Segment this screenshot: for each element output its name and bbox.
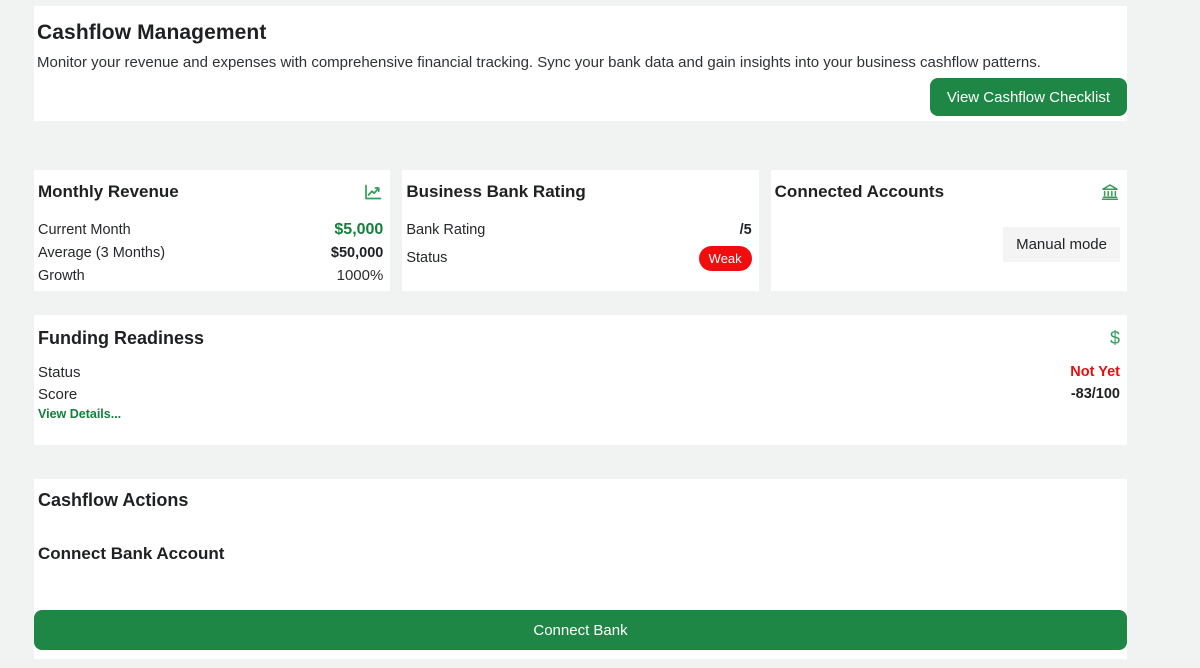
growth-value: 1000% [336,267,384,284]
funding-score-row: Score -83/100 [38,383,1120,405]
funding-status-value: Not Yet [1070,364,1120,380]
funding-status-row: Status Not Yet [38,361,1120,383]
current-month-value: $5,000 [334,220,384,238]
current-month-row: Current Month $5,000 [38,218,383,241]
stat-cards-row: Monthly Revenue Current Month $5,000 Ave… [34,170,1127,291]
header-section: Cashflow Management Monitor your revenue… [34,6,1127,121]
bank-rating-row: Bank Rating /5 [406,218,751,241]
bank-status-badge: Weak [698,245,752,271]
bank-rating-header: Business Bank Rating [406,180,751,204]
connected-accounts-card: Connected Accounts Manual mode [770,170,1127,291]
manual-mode-badge: Manual mode [1003,227,1120,262]
bank-rating-title: Business Bank Rating [406,182,586,201]
bank-rating-card: Business Bank Rating Bank Rating /5 Stat… [402,170,759,291]
monthly-revenue-header: Monthly Revenue [38,180,383,204]
cashflow-actions-section: Cashflow Actions Connect Bank Account Co… [34,479,1127,659]
funding-readiness-header: Funding Readiness $ [38,326,1120,350]
growth-label: Growth [38,267,85,284]
cashflow-page: Cashflow Management Monitor your revenue… [34,6,1127,659]
trending-up-chart-icon [363,182,383,202]
bank-rating-value: /5 [739,221,752,238]
average-value: $50,000 [330,244,384,261]
funding-status-label: Status [38,363,81,381]
funding-score-value: -83/100 [1070,386,1120,402]
page-title: Cashflow Management [37,21,267,44]
monthly-revenue-card: Monthly Revenue Current Month $5,000 Ave… [34,170,391,291]
bank-icon [1100,182,1120,202]
monthly-revenue-body: Current Month $5,000 Average (3 Months) … [38,218,383,287]
monthly-revenue-title: Monthly Revenue [38,182,179,201]
dollar-icon: $ [1109,328,1120,348]
connected-accounts-header: Connected Accounts [775,180,1120,204]
view-cashflow-checklist-button[interactable]: View Cashflow Checklist [929,78,1127,116]
connect-bank-account-heading: Connect Bank Account [38,544,225,563]
page-description: Monitor your revenue and expenses with c… [37,54,1041,71]
current-month-label: Current Month [38,221,131,238]
funding-score-label: Score [38,385,78,403]
bank-rating-label: Bank Rating [406,221,486,238]
funding-readiness-card: Funding Readiness $ Status Not Yet Score… [34,315,1127,445]
average-label: Average (3 Months) [38,244,166,261]
connected-accounts-title: Connected Accounts [774,182,945,201]
bank-rating-body: Bank Rating /5 Status Weak [406,218,752,275]
funding-readiness-title: Funding Readiness [38,327,205,348]
bank-status-label: Status [406,250,448,266]
connect-bank-button[interactable]: Connect Bank [34,610,1127,650]
growth-row: Growth 1000% [38,264,383,287]
cashflow-actions-title: Cashflow Actions [38,490,189,510]
average-row: Average (3 Months) $50,000 [38,241,383,264]
view-details-link[interactable]: View Details... [38,407,122,421]
bank-status-row: Status Weak [406,241,752,275]
funding-readiness-body: Status Not Yet Score -83/100 View Detail… [38,361,1120,423]
